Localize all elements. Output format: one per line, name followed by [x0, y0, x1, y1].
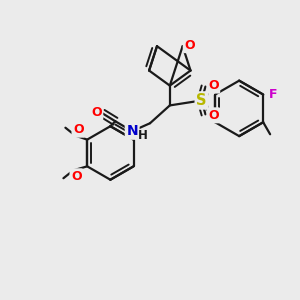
Text: F: F	[269, 88, 277, 101]
Text: N: N	[126, 124, 138, 138]
Text: O: O	[91, 106, 102, 119]
Text: O: O	[73, 123, 84, 136]
Text: O: O	[184, 39, 195, 52]
Text: O: O	[208, 79, 219, 92]
Text: H: H	[138, 129, 148, 142]
Text: O: O	[208, 109, 219, 122]
Text: S: S	[196, 93, 207, 108]
Text: O: O	[71, 170, 82, 183]
